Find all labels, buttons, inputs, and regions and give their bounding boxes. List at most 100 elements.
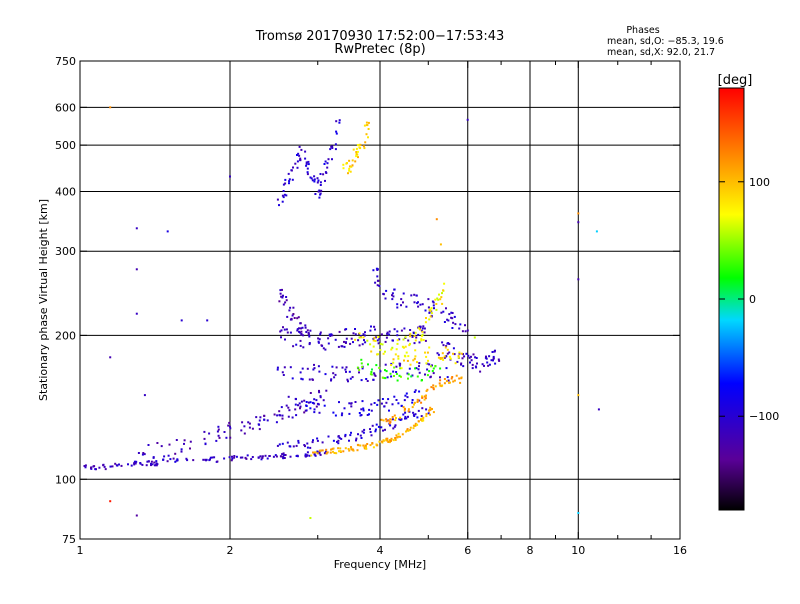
data-point	[396, 330, 399, 333]
data-point	[316, 450, 319, 453]
data-point	[385, 418, 388, 421]
data-point	[278, 204, 280, 207]
data-point	[208, 459, 211, 462]
data-point	[376, 275, 379, 278]
data-point	[127, 463, 129, 466]
data-point	[402, 338, 405, 341]
data-point	[461, 357, 464, 360]
data-point	[458, 352, 461, 355]
data-point	[452, 347, 455, 350]
data-point	[430, 312, 433, 315]
data-point	[384, 363, 387, 366]
data-point	[436, 297, 439, 300]
data-point	[365, 124, 368, 127]
data-point	[371, 442, 374, 445]
data-point	[345, 162, 348, 165]
data-point	[440, 296, 443, 299]
data-point	[312, 439, 314, 442]
data-point	[446, 352, 449, 355]
colorbar-tick-label: 0	[749, 293, 756, 306]
data-point	[294, 162, 297, 165]
data-point	[393, 366, 396, 369]
data-point	[404, 415, 407, 418]
data-point	[413, 415, 416, 417]
data-point	[416, 401, 419, 403]
data-point	[395, 417, 397, 419]
data-point	[344, 433, 347, 436]
data-point	[384, 428, 386, 431]
data-point	[326, 166, 329, 169]
data-point	[350, 447, 353, 450]
data-point	[376, 269, 379, 271]
data-point	[348, 370, 351, 373]
data-point	[449, 357, 452, 360]
data-point	[316, 177, 319, 180]
data-point	[356, 443, 359, 446]
data-point	[287, 172, 290, 175]
data-point	[364, 141, 367, 144]
data-point	[410, 375, 413, 378]
data-point	[314, 454, 317, 457]
data-point	[257, 456, 260, 459]
data-point	[288, 178, 291, 181]
data-point	[479, 370, 482, 373]
data-point	[389, 372, 392, 375]
data-point	[328, 333, 331, 336]
data-point	[356, 144, 359, 147]
data-point	[299, 339, 302, 342]
data-point	[186, 459, 189, 462]
data-point	[451, 376, 454, 378]
data-point	[294, 403, 297, 406]
data-point	[316, 402, 319, 405]
data-point	[390, 362, 393, 365]
data-point	[289, 455, 292, 458]
data-point	[464, 330, 467, 333]
data-point	[400, 405, 403, 407]
data-point	[329, 335, 332, 337]
data-point	[185, 457, 188, 460]
data-point	[413, 332, 415, 334]
data-point	[486, 361, 489, 364]
data-point	[275, 421, 278, 424]
data-point	[355, 155, 358, 158]
data-point	[319, 193, 322, 196]
data-point	[381, 440, 383, 443]
data-point	[450, 316, 453, 319]
data-point	[308, 342, 311, 344]
data-point	[458, 327, 461, 330]
data-point	[325, 389, 328, 392]
data-point	[307, 401, 310, 404]
data-point	[358, 336, 361, 339]
data-point	[327, 435, 330, 438]
data-point	[418, 371, 421, 374]
data-point	[153, 461, 156, 464]
data-point	[347, 448, 350, 450]
data-point	[217, 428, 220, 431]
data-point	[445, 345, 448, 348]
data-point	[205, 459, 207, 462]
data-point	[381, 398, 384, 400]
data-point	[189, 447, 191, 450]
data-point	[431, 408, 433, 410]
data-point	[355, 439, 357, 442]
data-point	[318, 338, 321, 341]
data-point	[461, 330, 464, 333]
data-point	[206, 319, 209, 322]
data-point	[230, 459, 233, 462]
data-point	[385, 289, 388, 292]
data-point	[393, 414, 396, 417]
data-point	[319, 184, 322, 186]
data-point	[304, 150, 307, 153]
data-point	[151, 463, 154, 466]
data-point	[276, 366, 279, 369]
data-point	[443, 321, 446, 323]
data-point	[396, 334, 399, 337]
data-point	[318, 196, 321, 199]
data-point	[384, 350, 386, 353]
data-point	[166, 230, 169, 233]
data-point	[351, 164, 354, 167]
data-point	[420, 418, 422, 421]
data-point	[459, 323, 462, 326]
data-point	[292, 445, 295, 448]
